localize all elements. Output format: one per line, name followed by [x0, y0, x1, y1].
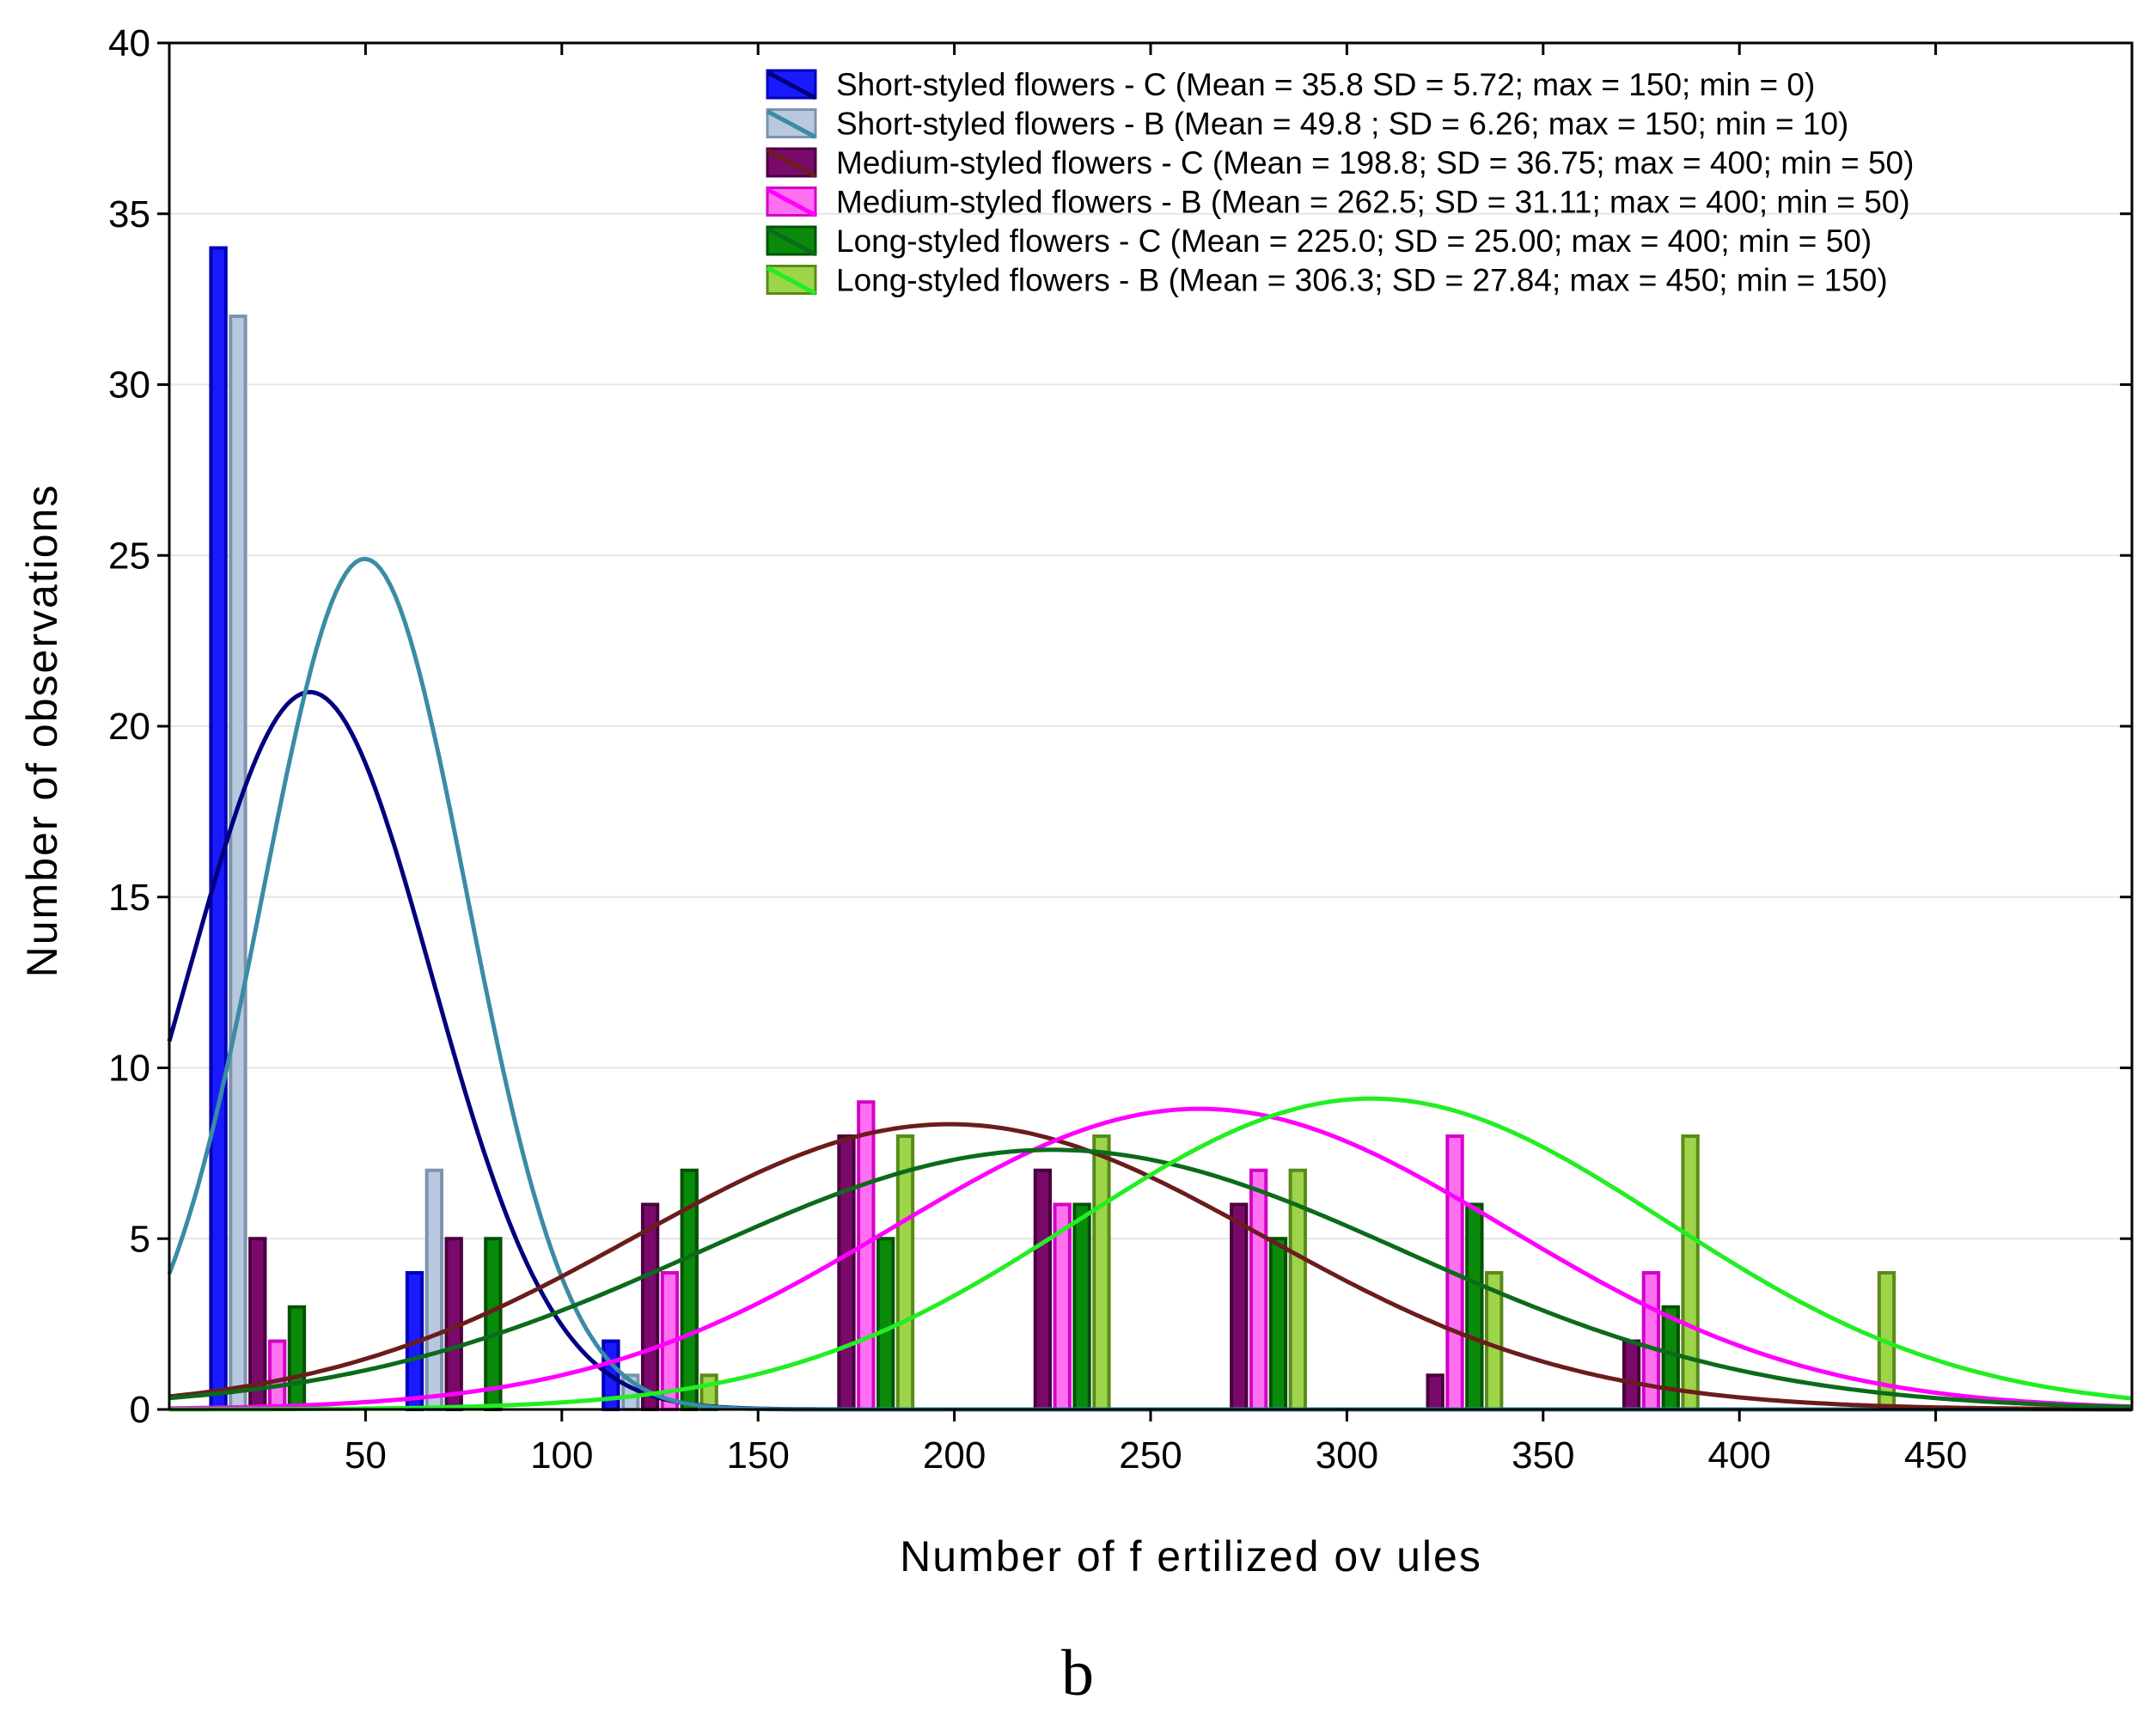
y-tick-label: 30: [108, 364, 150, 407]
bar: [837, 1134, 856, 1411]
legend-entry: Short-styled flowers - C (Mean = 35.8 SD…: [836, 67, 1815, 102]
bar: [1426, 1373, 1444, 1411]
x-tick-label: 350: [1512, 1434, 1574, 1477]
legend-line: [766, 148, 817, 179]
x-tick-label: 250: [1119, 1434, 1182, 1477]
panel-label: b: [1061, 1637, 1094, 1709]
bar: [209, 246, 228, 1411]
bar: [1092, 1134, 1111, 1411]
bar: [424, 1168, 444, 1411]
x-tick-label: 100: [530, 1434, 593, 1477]
bar: [1249, 1168, 1268, 1411]
bar: [640, 1202, 660, 1411]
x-tick-label: 150: [726, 1434, 789, 1477]
bar: [1033, 1168, 1053, 1411]
bar: [876, 1237, 895, 1411]
normal-curve: [168, 1147, 2133, 1409]
axis-ticks: 0 5 10 15 20 25 30 35 40 50 100 150 200 250 300 350 400 4…: [108, 22, 2132, 1477]
y-tick-label: 35: [108, 193, 150, 235]
y-tick-label: 40: [108, 22, 150, 64]
y-tick-label: 25: [108, 535, 150, 577]
x-tick-label: 450: [1904, 1434, 1967, 1477]
y-axis-title: Number of observations: [18, 484, 66, 978]
bar: [857, 1100, 876, 1411]
bar: [229, 315, 247, 1411]
normal-curve: [169, 1096, 2133, 1412]
x-tick-label: 300: [1316, 1434, 1378, 1477]
bar: [1230, 1202, 1249, 1411]
normal-curve: [168, 1106, 2133, 1411]
legend-line: [766, 226, 817, 257]
legend-line: [766, 70, 817, 101]
legend: Short-styled flowers - C (Mean = 35.8 SD…: [766, 67, 1914, 298]
y-tick-label: 15: [108, 877, 150, 919]
legend-entry: Medium-styled flowers - B (Mean = 262.5;…: [836, 185, 1910, 220]
legend-entry: Long-styled flowers - B (Mean = 306.3; S…: [836, 263, 1888, 298]
y-tick-label: 0: [130, 1389, 150, 1431]
legend-line: [766, 109, 817, 139]
bar: [1465, 1202, 1484, 1411]
x-tick-label: 400: [1707, 1434, 1770, 1477]
y-tick-label: 20: [108, 706, 150, 748]
bar: [1661, 1305, 1680, 1411]
bar: [1268, 1237, 1288, 1411]
bar: [1681, 1134, 1700, 1411]
bar: [267, 1339, 287, 1411]
bar: [287, 1305, 307, 1411]
x-tick-label: 50: [345, 1434, 387, 1477]
y-tick-label: 5: [130, 1218, 150, 1260]
legend-line: [766, 266, 817, 296]
legend-entry: Long-styled flowers - C (Mean = 225.0; S…: [836, 223, 1872, 259]
legend-entry: Short-styled flowers - B (Mean = 49.8 ; …: [836, 107, 1848, 142]
x-axis-title: Number of f ertilized ov ules: [900, 1532, 1482, 1580]
bar: [895, 1134, 915, 1411]
legend-entry: Medium-styled flowers - C (Mean = 198.8;…: [836, 145, 1914, 180]
bar: [1622, 1339, 1641, 1411]
y-tick-label: 10: [108, 1048, 150, 1090]
legend-line: [766, 187, 817, 217]
x-tick-label: 200: [923, 1434, 986, 1477]
bar: [1072, 1202, 1091, 1411]
bar: [484, 1237, 503, 1411]
